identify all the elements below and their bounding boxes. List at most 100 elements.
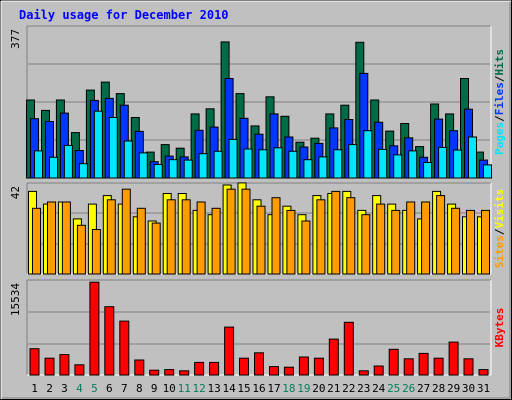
bar-sites-13: [211, 207, 221, 275]
x-tick-label-27: 27: [417, 382, 430, 395]
bar-kbytes-12: [194, 361, 205, 376]
legend-entry-files: Files: [493, 82, 506, 115]
bar-kbytes-17: [269, 366, 279, 376]
x-tick-label-10: 10: [163, 382, 176, 395]
bar-pages-27: [423, 162, 433, 179]
bar-kbytes-9: [149, 369, 160, 376]
legend-entry-visits: Visits: [493, 189, 506, 229]
bar-pages-9: [153, 164, 163, 179]
x-tick-label-30: 30: [462, 382, 475, 395]
x-tick-label-22: 22: [342, 382, 355, 395]
bar-sites-8: [136, 207, 146, 275]
bar-sites-7: [121, 188, 131, 275]
bar-pages-23: [363, 130, 373, 179]
bar-kbytes-20: [313, 357, 324, 376]
bar-kbytes-23: [358, 370, 369, 376]
bar-sites-17: [271, 197, 281, 275]
bar-sites-22: [346, 197, 356, 275]
bar-sites-18: [286, 209, 296, 275]
legend-separator: /: [493, 228, 506, 235]
bar-kbytes-13: [209, 361, 220, 376]
bar-pages-19: [303, 159, 313, 179]
x-tick-label-17: 17: [267, 382, 280, 395]
bar-kbytes-18: [283, 366, 294, 376]
x-tick-label-26: 26: [402, 382, 415, 395]
bar-kbytes-24: [373, 365, 384, 376]
bar-sites-15: [241, 188, 251, 275]
bar-sites-6: [106, 199, 116, 275]
bar-sites-29: [451, 207, 461, 275]
legend-separator: /: [493, 115, 506, 122]
bar-sites-1: [32, 207, 41, 275]
panel-middle: 42 Sites/Visits: [9, 182, 506, 275]
bar-pages-5: [93, 110, 103, 179]
y-max-label: 377: [9, 29, 22, 49]
bar-pages-1: [34, 150, 43, 179]
bar-kbytes-2: [44, 357, 55, 376]
bar-pages-14: [228, 138, 238, 179]
bar-sites-5: [91, 229, 101, 275]
y-max-label: 42: [9, 186, 22, 199]
x-tick-label-6: 6: [106, 382, 113, 395]
bar-kbytes-4: [74, 364, 85, 376]
bar-pages-30: [468, 136, 477, 179]
legend-entry-hits: Hits: [493, 49, 506, 76]
bar-pages-25: [393, 154, 403, 179]
legend-bottom: KBytes: [493, 308, 506, 348]
bar-kbytes-25: [388, 348, 399, 376]
y-max-label: 15534: [9, 283, 22, 316]
panel-top: 377 Pages/Files/Hits: [9, 25, 506, 179]
x-tick-label-7: 7: [121, 382, 128, 395]
bar-sites-30: [466, 209, 475, 275]
bar-sites-21: [331, 190, 341, 275]
legend-entry-kbytes: KBytes: [493, 308, 506, 348]
bar-kbytes-22: [343, 321, 354, 376]
bar-pages-29: [453, 149, 463, 179]
x-tick-label-1: 1: [31, 382, 38, 395]
bar-kbytes-26: [403, 358, 414, 376]
panel-bottom: 15534 KBytes: [9, 279, 506, 376]
x-tick-label-21: 21: [327, 382, 340, 395]
bar-sites-27: [421, 201, 431, 275]
bar-sites-19: [301, 220, 311, 275]
bar-sites-24: [376, 203, 386, 275]
bar-pages-18: [288, 150, 298, 179]
bar-pages-11: [183, 159, 193, 179]
bar-pages-8: [138, 152, 148, 179]
bar-pages-6: [108, 117, 118, 179]
legend-top: Pages/Files/Hits: [493, 49, 506, 155]
bar-pages-16: [258, 149, 268, 179]
x-tick-label-5: 5: [91, 382, 98, 395]
bar-kbytes-28: [433, 357, 444, 376]
x-tick-label-9: 9: [151, 382, 158, 395]
x-tick-label-20: 20: [312, 382, 325, 395]
bar-pages-21: [333, 149, 343, 179]
bar-sites-3: [61, 201, 71, 275]
x-tick-label-11: 11: [178, 382, 191, 395]
x-tick-label-31: 31: [477, 382, 490, 395]
bar-pages-13: [213, 150, 223, 179]
bar-kbytes-27: [418, 352, 429, 376]
x-tick-label-24: 24: [372, 382, 386, 395]
x-axis-labels: 1 2 3 4 5 6 7 8 9 10 11 12 13 14 15 16 17 18 19 20 21 22 23 24 2…: [31, 382, 490, 395]
bar-kbytes-8: [134, 359, 145, 376]
x-tick-label-15: 15: [237, 382, 250, 395]
bar-sites-12: [196, 201, 206, 275]
bar-pages-12: [198, 153, 208, 179]
x-tick-label-19: 19: [297, 382, 310, 395]
bar-kbytes-30: [463, 358, 474, 376]
bar-kbytes-6: [104, 306, 115, 376]
bar-pages-10: [168, 159, 178, 179]
bar-kbytes-21: [328, 338, 339, 376]
bar-pages-17: [273, 147, 283, 179]
bar-kbytes-1: [29, 348, 40, 376]
bar-sites-31: [481, 209, 490, 275]
x-tick-label-25: 25: [387, 382, 400, 395]
bar-kbytes-31: [478, 369, 489, 376]
legend-separator: /: [493, 75, 506, 82]
series-sites: [32, 188, 490, 275]
series-kbytes: [29, 281, 489, 376]
